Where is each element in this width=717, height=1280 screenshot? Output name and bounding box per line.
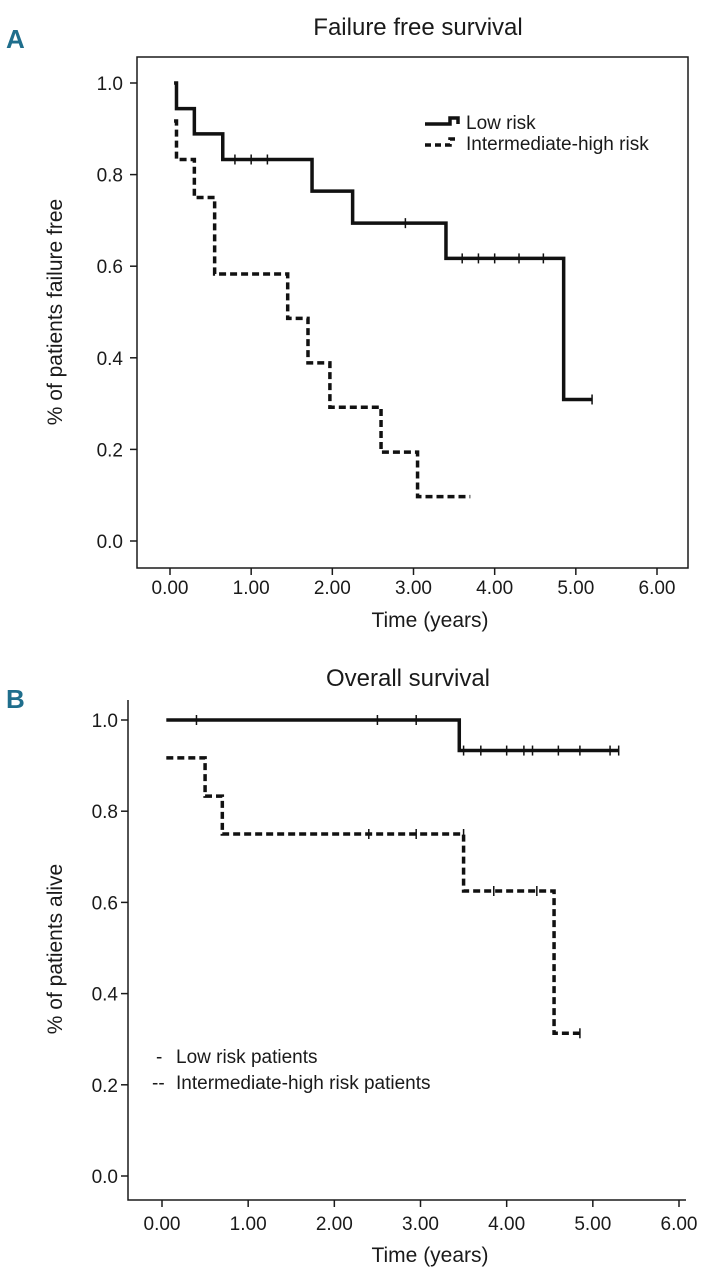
x-tick-label: 0.00 — [144, 1214, 181, 1235]
y-tick-label: 1.0 — [92, 711, 118, 732]
x-tick-label: 0.00 — [152, 578, 189, 599]
x-tick-label: 3.00 — [402, 1214, 439, 1235]
legend-intermediate-high-risk-label: Intermediate-high risk — [466, 134, 649, 155]
y-tick-label: 0.2 — [97, 440, 123, 461]
panel-a-x-axis-label: Time (years) — [371, 609, 488, 632]
panel-a-y-axis-label: % of patients failure free — [44, 199, 67, 425]
x-tick-label: 2.00 — [316, 1214, 353, 1235]
panel-b-legend: - Low risk patients -- Intermediate-high… — [152, 1047, 431, 1094]
panel-a: A Failure free survival 0.00 1.00 2.00 3.00… — [6, 14, 689, 632]
panel-a-x-axis: 0.00 1.00 2.00 3.00 4.00 5.00 6.00 — [152, 568, 676, 599]
x-tick-label: 5.00 — [557, 578, 594, 599]
x-tick-label: 6.00 — [639, 578, 676, 599]
panel-a-y-axis: 0.0 0.2 0.4 0.6 0.8 1.0 — [97, 74, 137, 553]
panel-b-axes — [127, 700, 686, 1201]
curve-intermediate-high-risk — [174, 119, 471, 499]
legend-low-risk-patients-symbol: - — [156, 1047, 162, 1068]
x-tick-label: 3.00 — [395, 578, 432, 599]
y-tick-label: 0.8 — [97, 166, 123, 187]
legend-low-risk-swatch — [425, 116, 460, 126]
x-tick-label: 1.00 — [230, 1214, 267, 1235]
y-tick-label: 0.0 — [92, 1167, 118, 1188]
curve-low-risk-patients — [166, 718, 619, 753]
legend-low-risk-label: Low risk — [466, 113, 536, 134]
y-tick-label: 0.8 — [92, 802, 118, 823]
y-tick-label: 0.6 — [97, 257, 123, 278]
panel-b-title: Overall survival — [326, 665, 490, 692]
panel-a-title: Failure free survival — [313, 14, 522, 41]
panel-a-plot-frame — [136, 56, 689, 569]
y-tick-label: 0.6 — [92, 893, 118, 914]
panel-a-curves — [174, 81, 593, 499]
y-tick-label: 1.0 — [97, 74, 123, 95]
curve-low-risk — [174, 81, 593, 402]
legend-intermediate-high-risk-patients-label: Intermediate-high risk patients — [176, 1073, 431, 1094]
panel-a-label: A — [6, 24, 25, 54]
panel-b: B Overall survival 0.00 1.00 2.00 3.00 4.00 5… — [6, 665, 697, 1267]
panel-b-curves — [166, 715, 620, 1039]
x-tick-label: 1.00 — [233, 578, 270, 599]
x-tick-label: 6.00 — [661, 1214, 698, 1235]
x-tick-label: 5.00 — [574, 1214, 611, 1235]
panel-b-x-axis-label: Time (years) — [371, 1244, 488, 1267]
legend-low-risk-patients-label: Low risk patients — [176, 1047, 318, 1068]
y-tick-label: 0.0 — [97, 532, 123, 553]
y-tick-label: 0.2 — [92, 1076, 118, 1097]
y-tick-label: 0.4 — [97, 349, 124, 370]
panel-b-y-axis: 0.0 0.2 0.4 0.6 0.8 1.0 — [92, 711, 128, 1188]
curve-intermediate-high-risk-patients — [166, 756, 580, 1036]
x-tick-label: 4.00 — [488, 1214, 525, 1235]
panel-b-x-axis: 0.00 1.00 2.00 3.00 4.00 5.00 6.00 — [144, 1200, 698, 1235]
panel-b-y-axis-label: % of patients alive — [44, 864, 67, 1034]
y-tick-label: 0.4 — [92, 985, 119, 1006]
panel-a-legend: Low risk Intermediate-high risk — [425, 113, 649, 155]
legend-intermediate-high-risk-swatch — [425, 137, 458, 147]
legend-intermediate-high-risk-patients-symbol: -- — [152, 1073, 165, 1094]
x-tick-label: 2.00 — [314, 578, 351, 599]
panel-b-label: B — [6, 684, 25, 714]
x-tick-label: 4.00 — [476, 578, 513, 599]
